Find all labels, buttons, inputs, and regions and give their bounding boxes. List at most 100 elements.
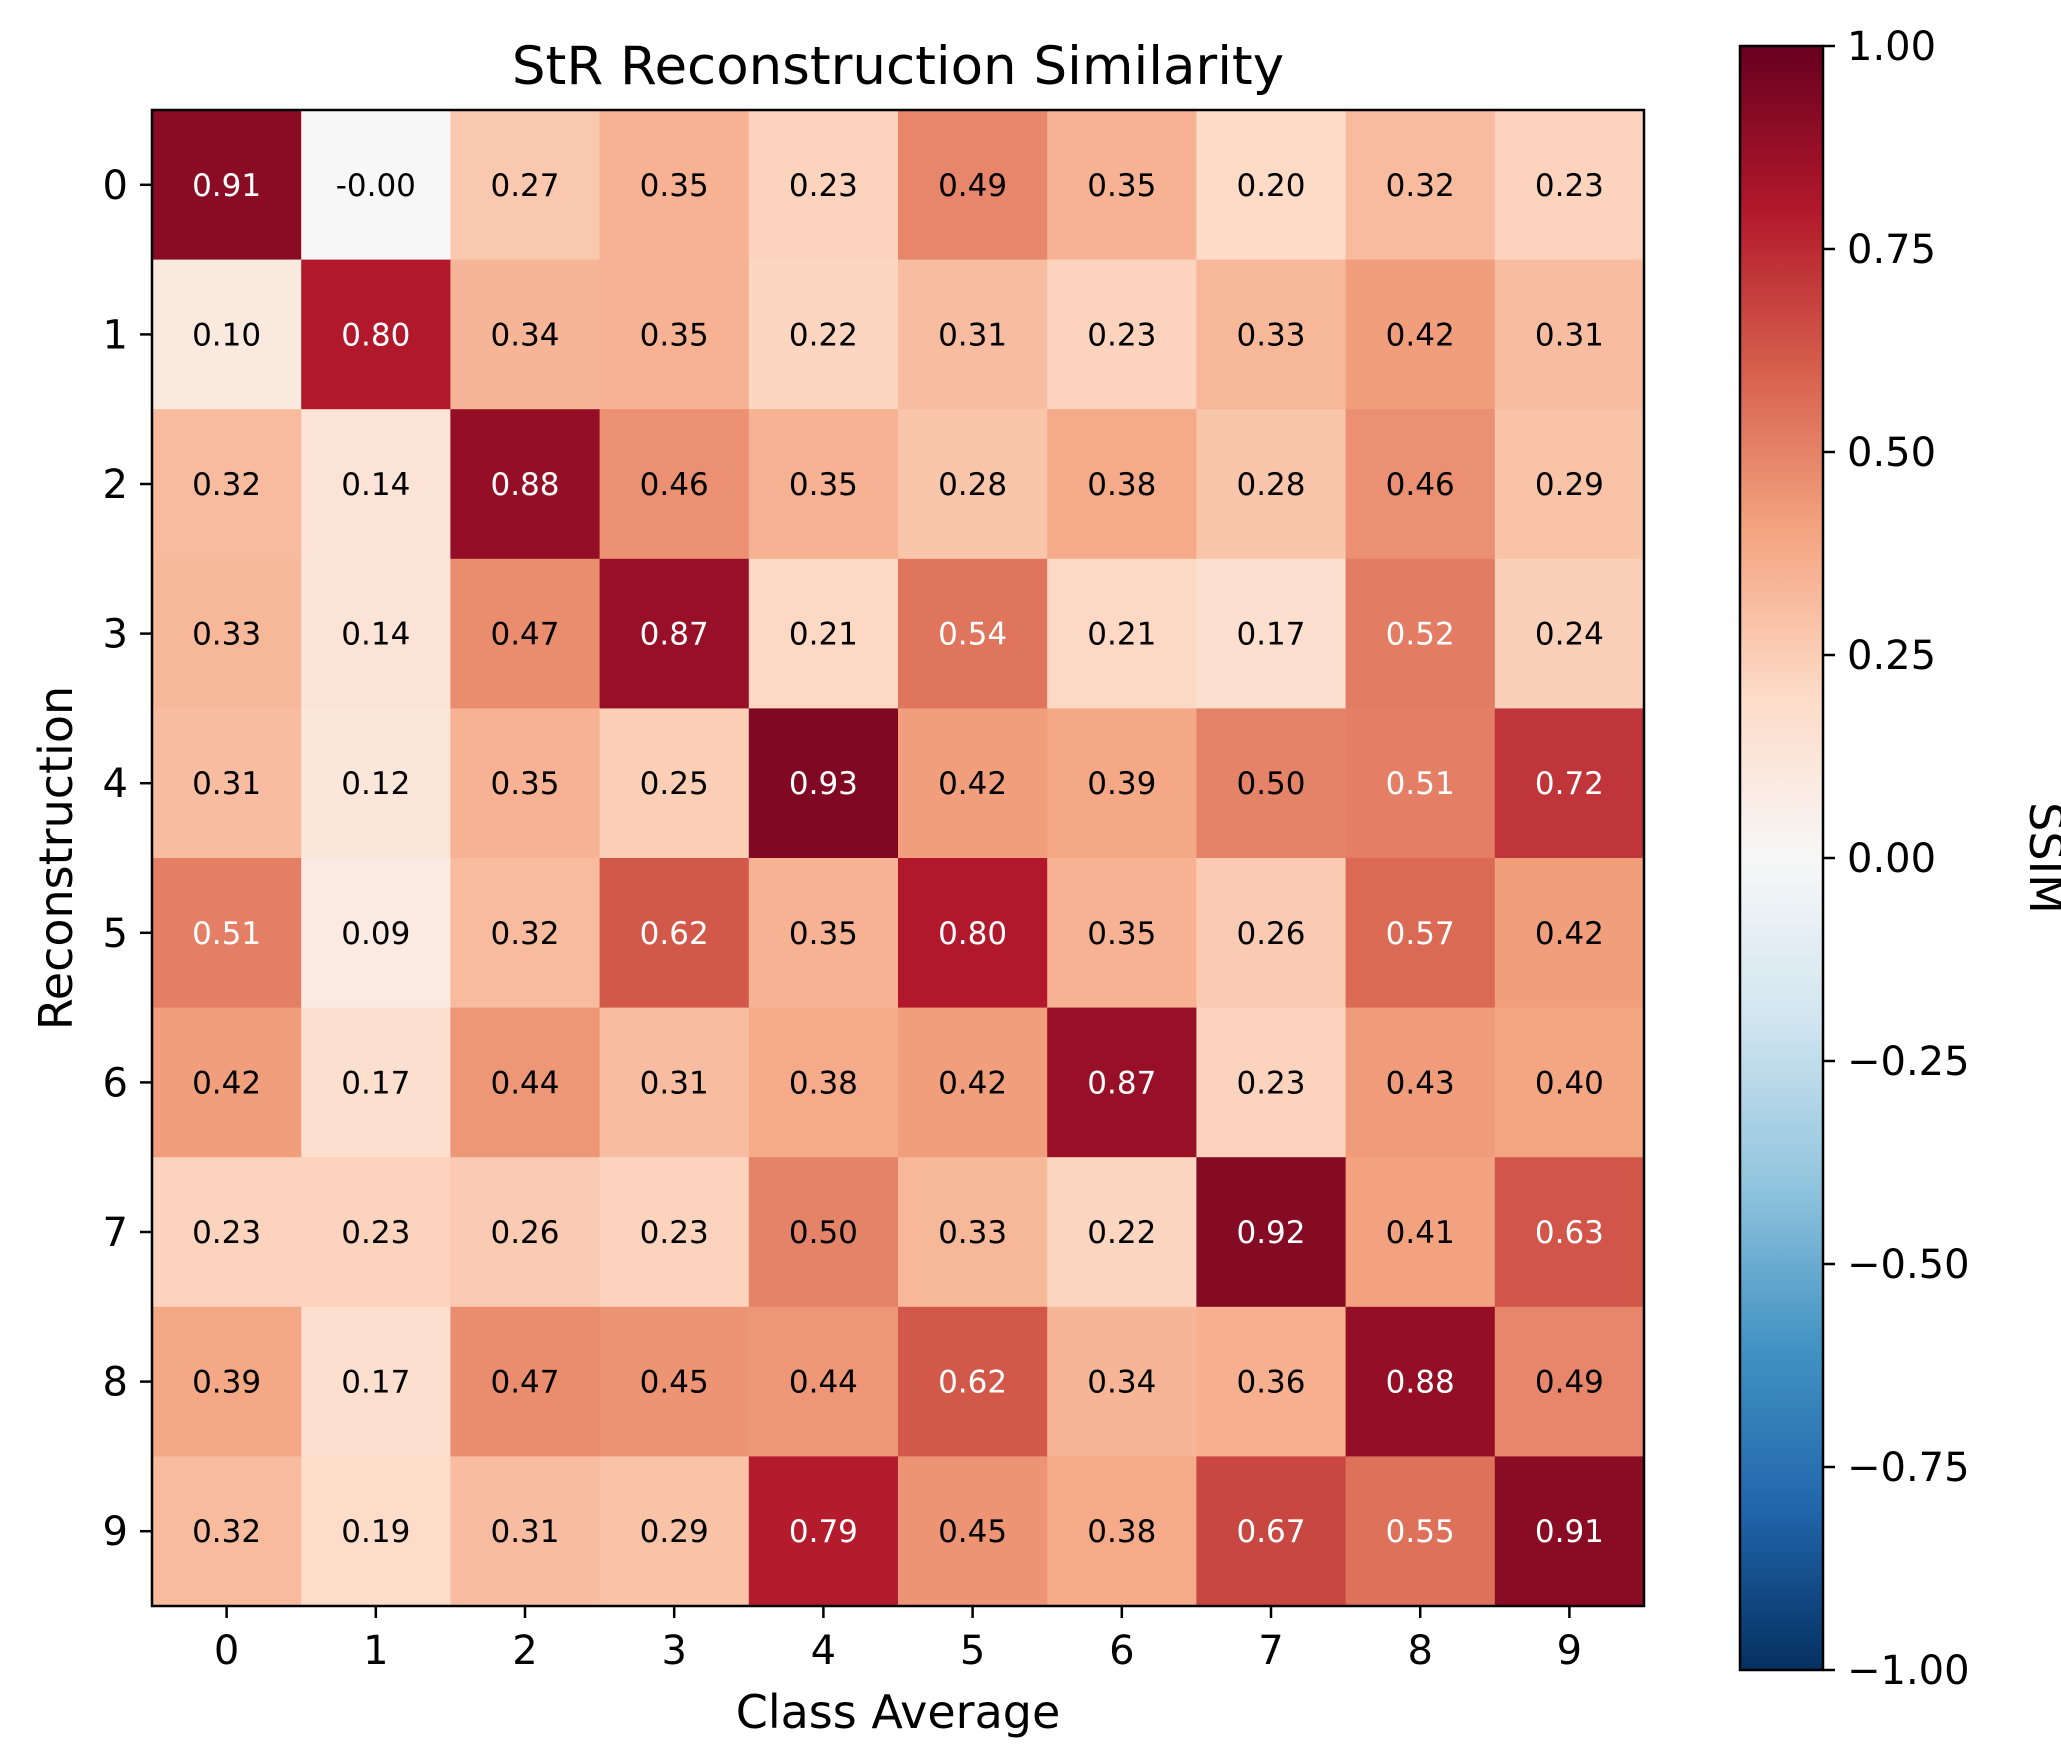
heatmap-cell — [1494, 1157, 1645, 1308]
heatmap-cell-label: 0.35 — [789, 467, 858, 503]
heatmap-cell-label: 0.45 — [640, 1365, 709, 1401]
heatmap-cell — [898, 708, 1048, 859]
heatmap-cell-label: 0.39 — [192, 1365, 261, 1401]
heatmap-cells — [152, 110, 1645, 1607]
heatmap-cell-label: 0.42 — [192, 1065, 261, 1101]
heatmap-cell-label: 0.51 — [192, 916, 261, 952]
heatmap-cell — [1047, 1007, 1197, 1158]
heatmap-cell — [1196, 110, 1347, 261]
heatmap-cell-label: 0.17 — [1236, 617, 1305, 653]
heatmap-cell-label: 0.46 — [1386, 467, 1455, 503]
heatmap-cell-label: 0.32 — [192, 467, 261, 503]
heatmap-cell — [599, 858, 750, 1009]
y-tick-label: 8 — [103, 1360, 128, 1406]
heatmap-cell-label: 0.31 — [938, 317, 1007, 353]
heatmap-cell — [301, 110, 451, 261]
heatmap-cell-label: -0.00 — [336, 168, 416, 204]
colorbar-tick-label: −0.25 — [1847, 1039, 1970, 1085]
heatmap-cell — [1494, 1456, 1645, 1607]
heatmap-cell-label: 0.55 — [1386, 1514, 1455, 1550]
heatmap-cell — [599, 708, 750, 859]
y-tick-label: 9 — [103, 1509, 128, 1555]
heatmap-cell-label: 0.23 — [789, 168, 858, 204]
heatmap-cell — [152, 1007, 302, 1158]
heatmap-cell — [152, 1456, 302, 1607]
colorbar-tick-label: 0.25 — [1847, 633, 1936, 679]
heatmap-cell — [748, 858, 899, 1009]
heatmap-cell-label: 0.32 — [490, 916, 559, 952]
heatmap-cell-label: 0.31 — [1535, 317, 1604, 353]
heatmap-cell-label: 0.45 — [938, 1514, 1007, 1550]
heatmap-cell — [1345, 558, 1496, 709]
y-tick-label: 2 — [103, 462, 128, 508]
heatmap-cell-label: 0.40 — [1535, 1065, 1604, 1101]
heatmap-cell-label: 0.22 — [1087, 1215, 1156, 1251]
heatmap-cell — [898, 1306, 1048, 1457]
heatmap-cell — [898, 558, 1048, 709]
y-tick-label: 4 — [103, 761, 128, 807]
heatmap-cell-label: 0.42 — [938, 1065, 1007, 1101]
heatmap-cell — [1345, 1306, 1496, 1457]
heatmap-cell-labels: 0.91 -0.00 0.27 0.35 0.23 0.49 0.35 0.20 0.32 0.2… — [192, 168, 1604, 1550]
heatmap-cell — [599, 1306, 750, 1457]
heatmap-cell — [450, 1007, 601, 1158]
heatmap-cell — [301, 708, 451, 859]
colorbar-ticks: 1.00 0.75 0.50 0.25 0.00 −0.25 −0.50 −0.75 −1.00 — [1823, 24, 1970, 1694]
heatmap-cell-label: 0.38 — [1087, 467, 1156, 503]
heatmap-cell — [301, 409, 451, 560]
heatmap-cell-label: 0.31 — [192, 766, 261, 802]
heatmap-cell — [1196, 858, 1347, 1009]
heatmap-cell — [1345, 858, 1496, 1009]
heatmap-cell-label: 0.67 — [1236, 1514, 1305, 1550]
heatmap-cell — [599, 409, 750, 560]
heatmap-cell — [450, 1456, 601, 1607]
heatmap-cell — [1047, 858, 1197, 1009]
heatmap-cell — [1196, 708, 1347, 859]
heatmap-cell-label: 0.41 — [1386, 1215, 1455, 1251]
heatmap-cell-label: 0.38 — [789, 1065, 858, 1101]
heatmap-cell-label: 0.80 — [341, 317, 410, 353]
colorbar-tick-label: 1.00 — [1847, 24, 1936, 70]
colorbar-tick-label: 0.50 — [1847, 430, 1936, 476]
x-tick-label: 7 — [1258, 1628, 1283, 1674]
heatmap-cell-label: 0.17 — [341, 1365, 410, 1401]
heatmap-cell — [1345, 259, 1496, 410]
heatmap-cell-label: 0.26 — [1236, 916, 1305, 952]
heatmap-cell-label: 0.44 — [789, 1365, 858, 1401]
heatmap-cell-label: 0.87 — [640, 617, 709, 653]
heatmap-cell — [1047, 259, 1197, 410]
heatmap-cell-label: 0.92 — [1236, 1215, 1305, 1251]
x-tick-label: 2 — [512, 1628, 537, 1674]
heatmap-cell-label: 0.23 — [1236, 1065, 1305, 1101]
heatmap-cell — [450, 1306, 601, 1457]
heatmap-cell-label: 0.19 — [341, 1514, 410, 1550]
heatmap-cell — [1047, 1157, 1197, 1308]
heatmap-cell-label: 0.50 — [1236, 766, 1305, 802]
heatmap-cell-label: 0.27 — [490, 168, 559, 204]
heatmap-cell-label: 0.24 — [1535, 617, 1604, 653]
y-axis-label: Reconstruction — [29, 686, 83, 1030]
colorbar-tick-label: 0.75 — [1847, 227, 1936, 273]
heatmap-cell — [301, 558, 451, 709]
heatmap-cell-label: 0.33 — [1236, 317, 1305, 353]
x-axis-label: Class Average — [736, 1685, 1061, 1739]
heatmap-cell-label: 0.21 — [789, 617, 858, 653]
heatmap-cell — [1047, 1456, 1197, 1607]
heatmap-cell — [748, 1456, 899, 1607]
heatmap-cell — [152, 409, 302, 560]
heatmap-cell — [1494, 110, 1645, 261]
heatmap-cell — [450, 558, 601, 709]
heatmap-cell — [748, 1306, 899, 1457]
heatmap-cell-label: 0.47 — [490, 617, 559, 653]
heatmap-cell — [1494, 708, 1645, 859]
heatmap-cell-label: 0.57 — [1386, 916, 1455, 952]
heatmap-cell — [599, 259, 750, 410]
heatmap-cell — [898, 409, 1048, 560]
x-tick-label: 9 — [1557, 1628, 1582, 1674]
heatmap-cell — [1494, 1306, 1645, 1457]
heatmap-cell-label: 0.29 — [640, 1514, 709, 1550]
heatmap-cell-label: 0.43 — [1386, 1065, 1455, 1101]
heatmap-cell — [1494, 558, 1645, 709]
heatmap-cell-label: 0.32 — [1386, 168, 1455, 204]
